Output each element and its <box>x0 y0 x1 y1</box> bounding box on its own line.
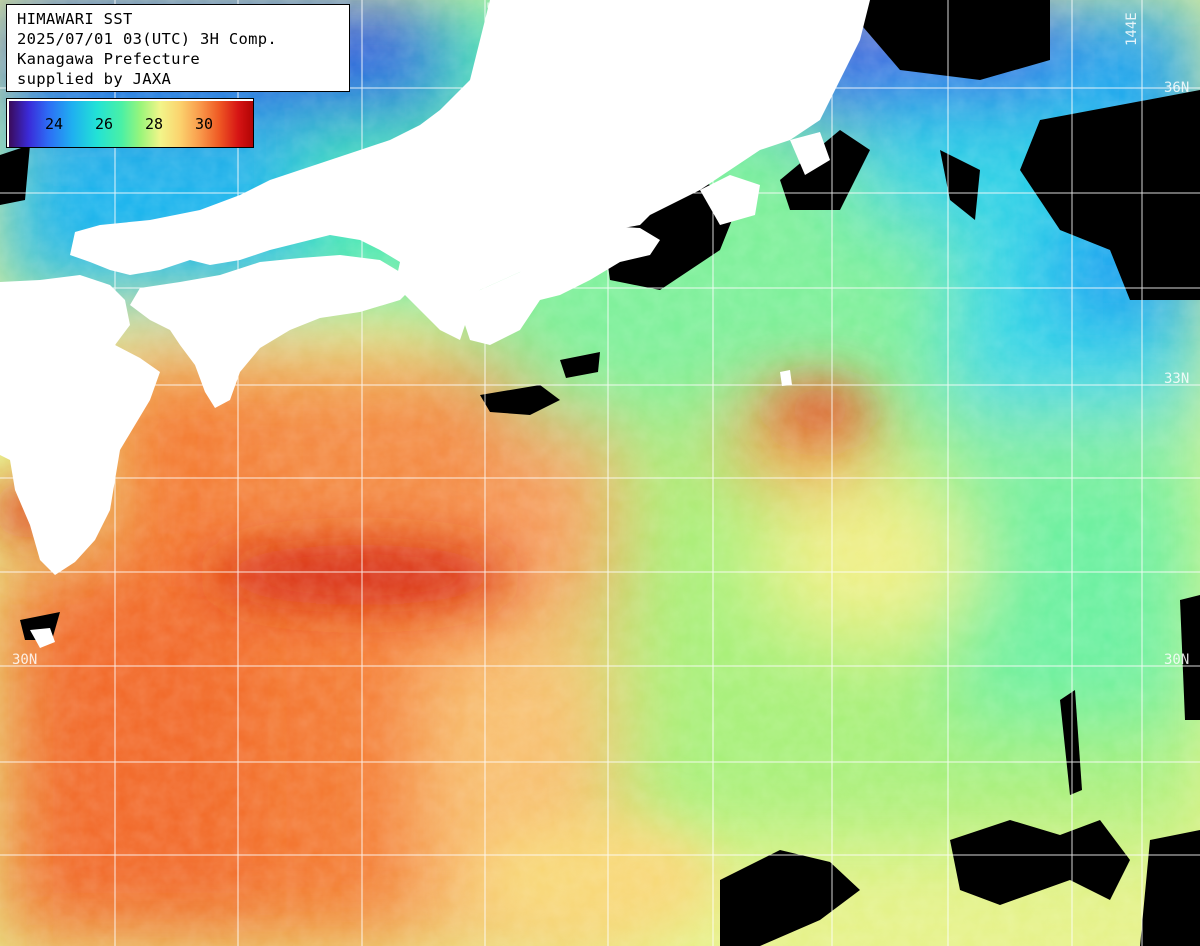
title-line-2: 2025/07/01 03(UTC) 3H Comp. <box>17 30 278 48</box>
color-legend: 24 26 28 30 <box>6 98 254 148</box>
legend-tick-26: 26 <box>95 115 114 133</box>
lon-label-135e: 135E <box>486 0 502 26</box>
lat-label-30n-west: 30N <box>12 652 38 668</box>
lat-label-33n: 33N <box>1164 371 1190 387</box>
lon-label-144e: 144E <box>1124 12 1140 46</box>
legend-tick-30: 30 <box>195 115 214 133</box>
title-line-1: HIMAWARI SST <box>17 10 133 28</box>
land-masses <box>0 0 870 648</box>
lat-label-36n: 36N <box>1164 80 1190 96</box>
lat-label-30n-east: 30N <box>1164 652 1190 668</box>
title-line-3: Kanagawa Prefecture <box>17 50 201 68</box>
legend-color-bar <box>9 101 253 147</box>
legend-tick-24: 24 <box>45 115 64 133</box>
legend-tick-28: 28 <box>145 115 164 133</box>
title-line-4: supplied by JAXA <box>17 70 172 88</box>
title-box: HIMAWARI SST 2025/07/01 03(UTC) 3H Comp.… <box>6 4 350 92</box>
